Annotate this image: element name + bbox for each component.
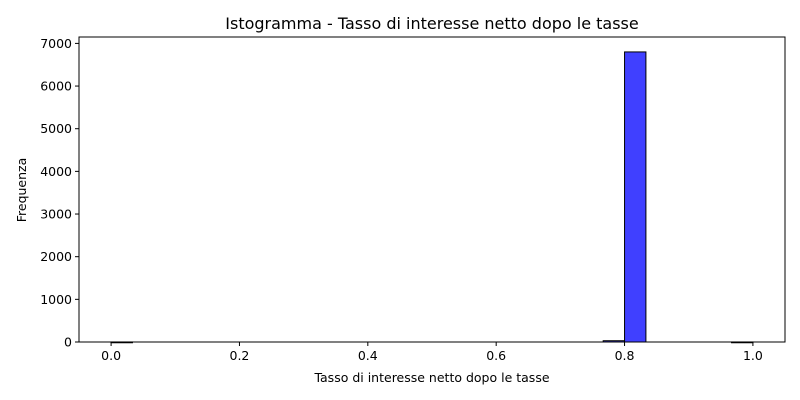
x-axis-label: Tasso di interesse netto dopo le tasse [313, 370, 549, 385]
x-tick-label: 1.0 [743, 348, 763, 363]
y-tick-label: 0 [64, 335, 72, 350]
x-tick-label: 0.6 [486, 348, 506, 363]
y-tick-label: 4000 [40, 164, 72, 179]
y-tick-label: 5000 [40, 121, 72, 136]
y-axis: 0 1000 2000 3000 4000 5000 6000 7000 [40, 36, 79, 350]
x-tick-label: 0.4 [358, 348, 378, 363]
y-tick-label: 2000 [40, 249, 72, 264]
plot-frame [78, 36, 786, 343]
x-axis: 0.0 0.2 0.4 0.6 0.8 1.0 [101, 342, 763, 363]
y-tick-label: 7000 [40, 36, 72, 51]
x-tick-label: 0.2 [230, 348, 250, 363]
bars-group [110, 51, 754, 344]
y-tick-label: 1000 [40, 292, 72, 307]
chart-title: Istogramma - Tasso di interesse netto do… [225, 14, 638, 33]
x-tick-label: 0.0 [101, 348, 121, 363]
histogram-bar [624, 51, 647, 343]
y-tick-label: 6000 [40, 79, 72, 94]
x-tick-label: 0.8 [615, 348, 635, 363]
y-axis-label: Frequenza [14, 158, 29, 223]
y-tick-label: 3000 [40, 207, 72, 222]
